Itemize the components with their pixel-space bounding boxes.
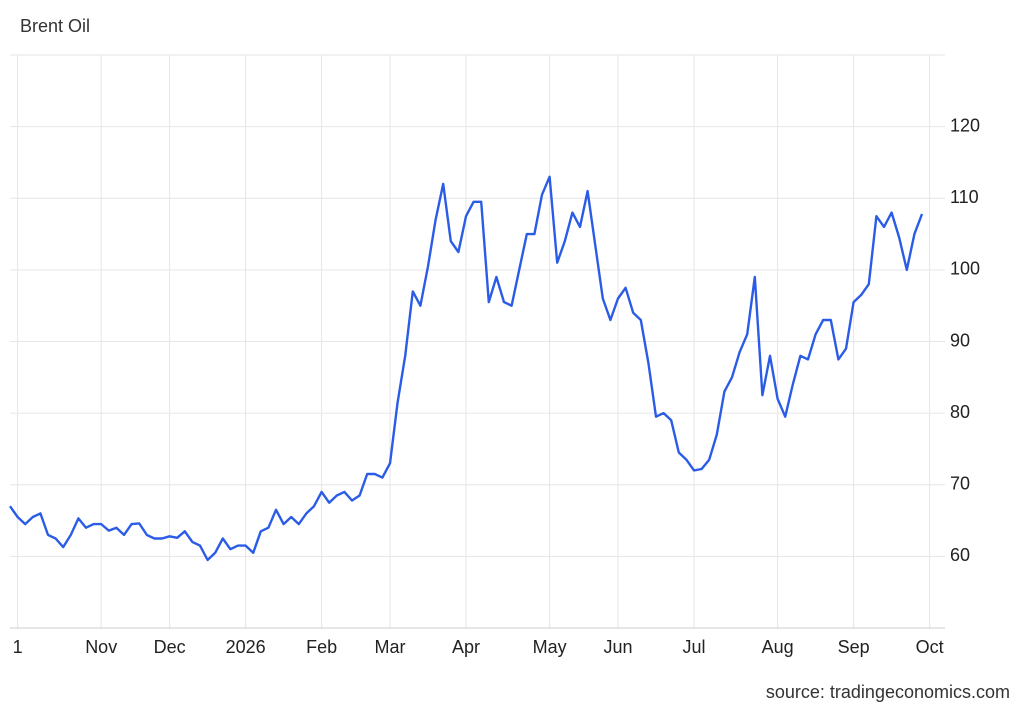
y-tick-label: 80 [950, 402, 970, 422]
y-tick-label: 70 [950, 474, 970, 494]
x-tick-label: Jun [603, 637, 632, 657]
y-tick-label: 60 [950, 545, 970, 565]
y-tick-label: 110 [950, 187, 979, 207]
x-tick-label: Feb [306, 637, 337, 657]
x-tick-label: Dec [154, 637, 186, 657]
y-tick-label: 100 [950, 259, 980, 279]
y-tick-label: 90 [950, 330, 970, 350]
x-tick-label: Apr [452, 637, 480, 657]
x-tick-label: 2026 [226, 637, 266, 657]
line-series [9, 175, 924, 562]
x-tick-label: Jul [682, 637, 705, 657]
x-tick-label: Aug [762, 637, 794, 657]
x-tick-label: Sep [838, 637, 870, 657]
x-tick-label: May [533, 637, 567, 657]
x-tick-label: 1 [13, 637, 23, 657]
x-tick-label: Nov [85, 637, 117, 657]
source: source: tradingeconomics.com [766, 682, 1010, 702]
chart-title: Brent Oil [20, 16, 90, 36]
x-tick-label: Mar [375, 637, 406, 657]
y-tick-label: 120 [950, 115, 980, 135]
x-tick-label: Oct [916, 637, 944, 657]
